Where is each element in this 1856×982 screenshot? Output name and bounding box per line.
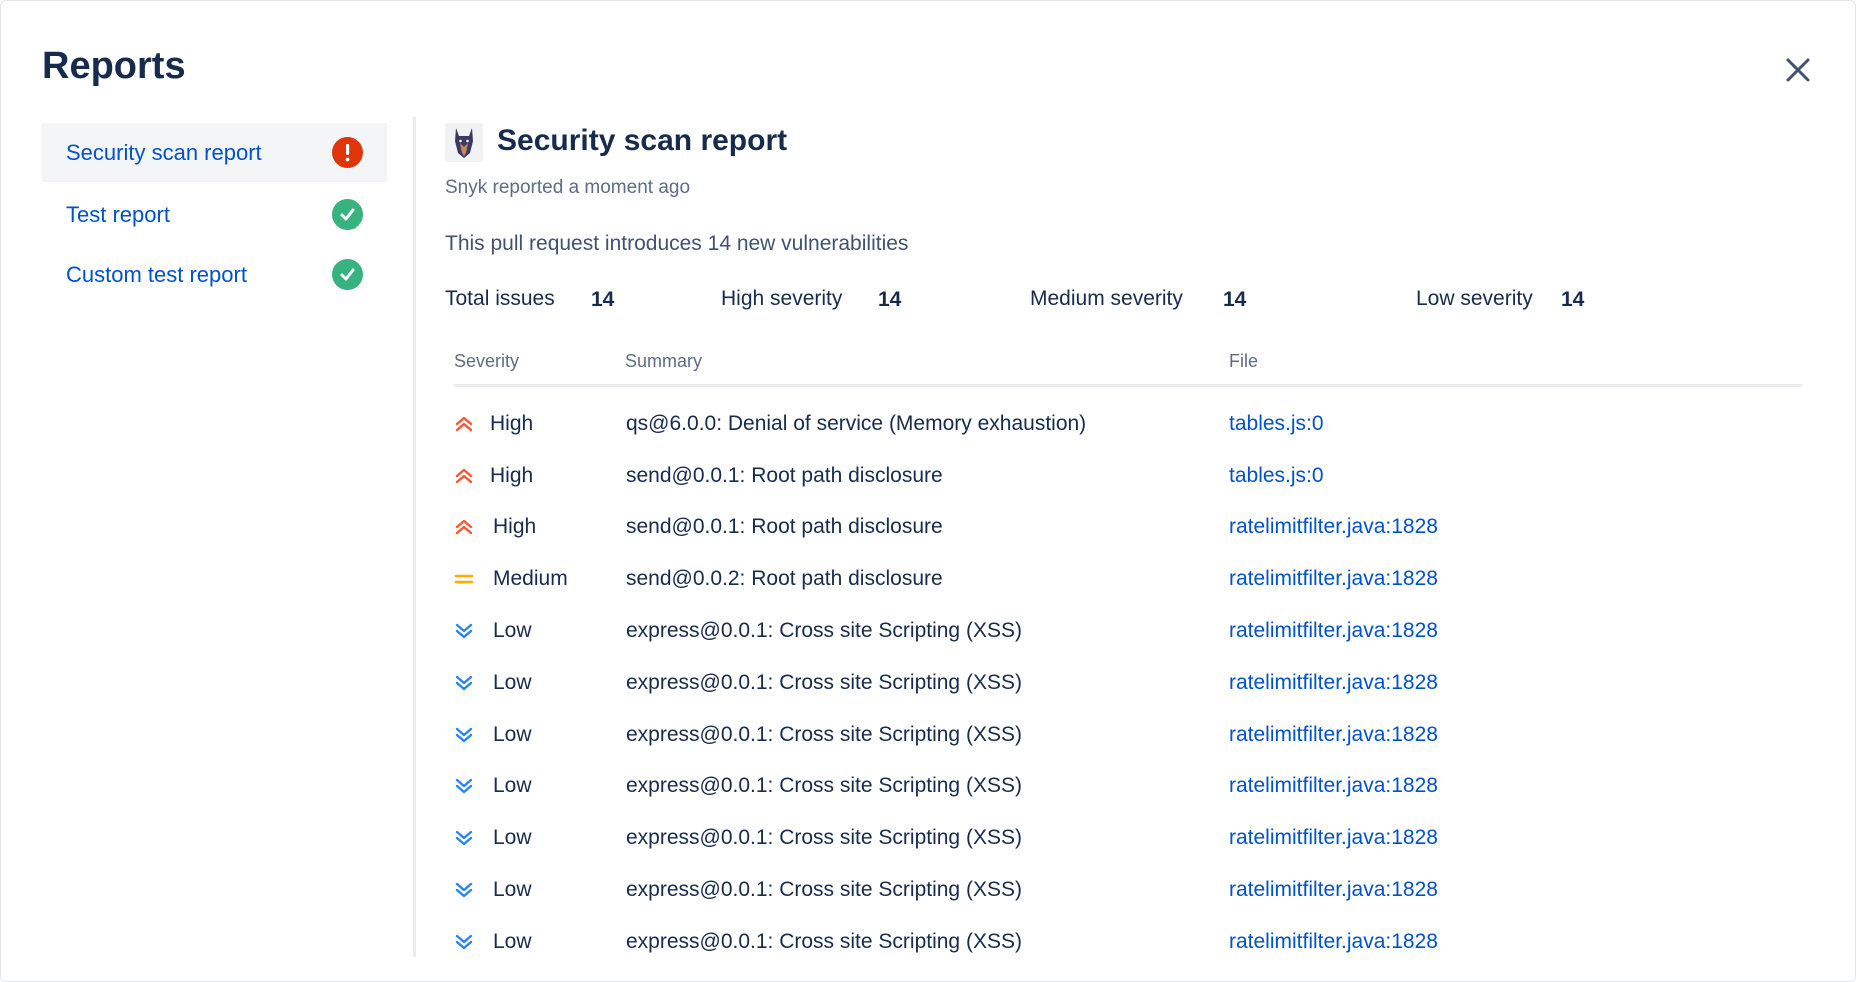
report-description: This pull request introduces 14 new vuln… <box>445 232 909 255</box>
severity-high-icon <box>455 468 473 483</box>
issue-summary: send@0.0.1: Root path disclosure <box>626 463 943 487</box>
file-link[interactable]: ratelimitfilter.java:1828 <box>1229 774 1438 798</box>
table-row: Low express@0.0.1: Cross site Scripting (… <box>454 605 1802 657</box>
file-link[interactable]: ratelimitfilter.java:1828 <box>1229 515 1438 539</box>
severity-medium-icon <box>454 574 474 584</box>
severity-label: High <box>493 515 537 539</box>
stat-label-total: Total issues <box>445 287 555 310</box>
table-row: Medium send@0.0.2: Root path disclosure ra… <box>454 553 1802 605</box>
table-row: Low express@0.0.1: Cross site Scripting (… <box>454 812 1802 864</box>
table-header-divider <box>454 384 1802 387</box>
table-row: Low express@0.0.1: Cross site Scripting (… <box>454 761 1802 813</box>
error-icon <box>332 137 363 168</box>
severity-low-icon <box>455 675 473 691</box>
stat-value-medium: 14 <box>1223 288 1247 311</box>
table-row: Low express@0.0.1: Cross site Scripting (… <box>454 916 1802 968</box>
file-link[interactable]: ratelimitfilter.java:1828 <box>1229 619 1438 643</box>
column-header-file[interactable]: File <box>1229 351 1259 371</box>
severity-high-icon <box>455 520 473 535</box>
file-link[interactable]: ratelimitfilter.java:1828 <box>1229 670 1438 694</box>
file-link[interactable]: tables.js:0 <box>1229 411 1324 435</box>
severity-label: High <box>490 411 534 435</box>
close-button[interactable] <box>1781 53 1815 87</box>
severity-low-icon <box>455 727 473 742</box>
stat-label-high: High severity <box>721 287 843 310</box>
issue-summary: express@0.0.1: Cross site Scripting (XSS… <box>626 722 1022 746</box>
report-title: Security scan report <box>497 124 788 157</box>
severity-label: Low <box>493 774 532 798</box>
issue-summary: express@0.0.1: Cross site Scripting (XSS… <box>626 670 1022 694</box>
table-row: High send@0.0.1: Root path disclosure tabl… <box>454 450 1802 502</box>
divider <box>413 117 416 957</box>
severity-low-icon <box>455 882 473 898</box>
column-header-summary[interactable]: Summary <box>625 351 703 371</box>
issue-summary: qs@6.0.0: Denial of service (Memory exha… <box>626 411 1087 435</box>
stat-value-total: 14 <box>591 288 615 311</box>
check-icon <box>332 259 363 290</box>
snyk-logo <box>445 123 483 162</box>
issue-summary: express@0.0.1: Cross site Scripting (XSS… <box>626 619 1022 643</box>
sidebar-item-security-scan-report[interactable]: Security scan report <box>42 123 387 182</box>
severity-label: Low <box>493 929 532 953</box>
severity-label: Low <box>493 670 532 694</box>
stat-label-medium: Medium severity <box>1030 287 1183 310</box>
severity-label: Low <box>493 722 532 746</box>
table-row: High qs@6.0.0: Denial of service (Memory … <box>454 398 1802 450</box>
severity-label: High <box>490 463 534 487</box>
issue-summary: express@0.0.1: Cross site Scripting (XSS… <box>626 774 1022 798</box>
issue-summary: express@0.0.1: Cross site Scripting (XSS… <box>626 929 1022 953</box>
stat-value-low: 14 <box>1561 288 1585 311</box>
severity-label: Medium <box>493 567 568 591</box>
file-link[interactable]: ratelimitfilter.java:1828 <box>1229 929 1438 953</box>
sidebar-item-label: Test report <box>66 201 170 227</box>
file-link[interactable]: ratelimitfilter.java:1828 <box>1229 826 1438 850</box>
stat-value-high: 14 <box>878 288 902 311</box>
severity-low-icon <box>455 831 473 846</box>
issue-summary: send@0.0.2: Root path disclosure <box>626 567 943 591</box>
severity-high-icon <box>455 416 473 432</box>
issue-summary: express@0.0.1: Cross site Scripting (XSS… <box>626 826 1022 850</box>
sidebar-item-test-report[interactable]: Test report <box>42 185 387 244</box>
file-link[interactable]: ratelimitfilter.java:1828 <box>1229 567 1438 591</box>
file-link[interactable]: ratelimitfilter.java:1828 <box>1229 722 1438 746</box>
issue-summary: express@0.0.1: Cross site Scripting (XSS… <box>626 878 1022 902</box>
table-row: Low express@0.0.1: Cross site Scripting (… <box>454 864 1802 916</box>
table-body: High qs@6.0.0: Denial of service (Memory … <box>454 398 1802 968</box>
stat-label-low: Low severity <box>1416 287 1533 310</box>
severity-low-icon <box>455 623 473 639</box>
dialog-title: Reports <box>42 45 186 87</box>
sidebar-item-label: Security scan report <box>66 139 262 165</box>
file-link[interactable]: tables.js:0 <box>1229 463 1324 487</box>
sidebar-item-custom-test-report[interactable]: Custom test report <box>42 245 387 304</box>
table-row: Low express@0.0.1: Cross site Scripting (… <box>454 657 1802 709</box>
column-header-severity[interactable]: Severity <box>454 351 520 371</box>
severity-low-icon <box>455 934 473 950</box>
sidebar-item-label: Custom test report <box>66 261 247 287</box>
severity-label: Low <box>493 826 532 850</box>
check-icon <box>332 199 363 230</box>
file-link[interactable]: ratelimitfilter.java:1828 <box>1229 878 1438 902</box>
close-icon <box>1786 58 1810 82</box>
severity-low-icon <box>455 779 473 794</box>
report-subtitle: Snyk reported a moment ago <box>445 177 691 198</box>
table-row: Low express@0.0.1: Cross site Scripting (… <box>454 709 1802 761</box>
severity-label: Low <box>493 619 532 643</box>
issue-summary: send@0.0.1: Root path disclosure <box>626 515 943 539</box>
severity-label: Low <box>493 878 532 902</box>
table-row: High send@0.0.1: Root path disclosure rate… <box>454 502 1802 554</box>
